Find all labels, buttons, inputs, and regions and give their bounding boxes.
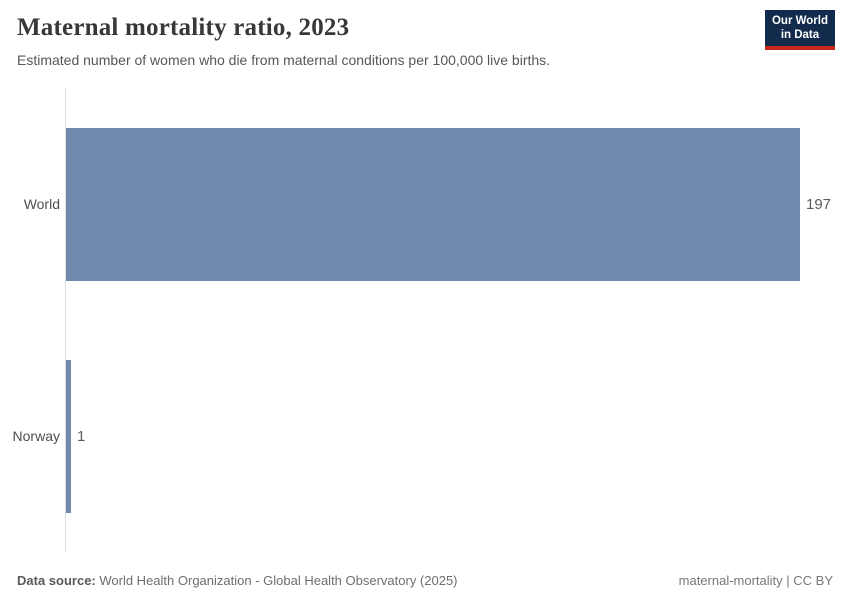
bar-category-label: World — [23, 196, 60, 212]
bar[interactable] — [66, 359, 71, 513]
page-title: Maternal mortality ratio, 2023 — [17, 14, 350, 41]
license-note: maternal-mortality | CC BY — [678, 573, 833, 588]
bar-value-label: 1 — [77, 427, 86, 445]
chart-footer: Data source: World Health Organization -… — [17, 573, 833, 588]
bar-row: Norway 1 — [0, 320, 850, 552]
bar-rows-container: World 197 Norway 1 — [0, 88, 850, 552]
owid-logo: Our World in Data — [764, 10, 835, 50]
owid-logo-line2: in Data — [780, 28, 820, 41]
bar-category-label: Norway — [12, 428, 60, 444]
owid-logo-line1: Our World — [771, 15, 828, 27]
data-source-label: Data source: — [17, 573, 96, 588]
bar-area: 1 — [66, 320, 850, 552]
data-source-value: World Health Organization - Global Healt… — [95, 573, 458, 588]
chart-subtitle: Estimated number of women who die from m… — [17, 52, 551, 68]
bar-chart: World 197 Norway 1 — [0, 88, 850, 552]
data-source: Data source: World Health Organization -… — [17, 573, 458, 588]
bar-row: World 197 — [0, 88, 850, 320]
bar[interactable] — [66, 127, 800, 281]
bar-value-label: 197 — [806, 195, 832, 213]
y-axis-line — [65, 88, 66, 552]
bar-area: 197 — [66, 88, 850, 320]
